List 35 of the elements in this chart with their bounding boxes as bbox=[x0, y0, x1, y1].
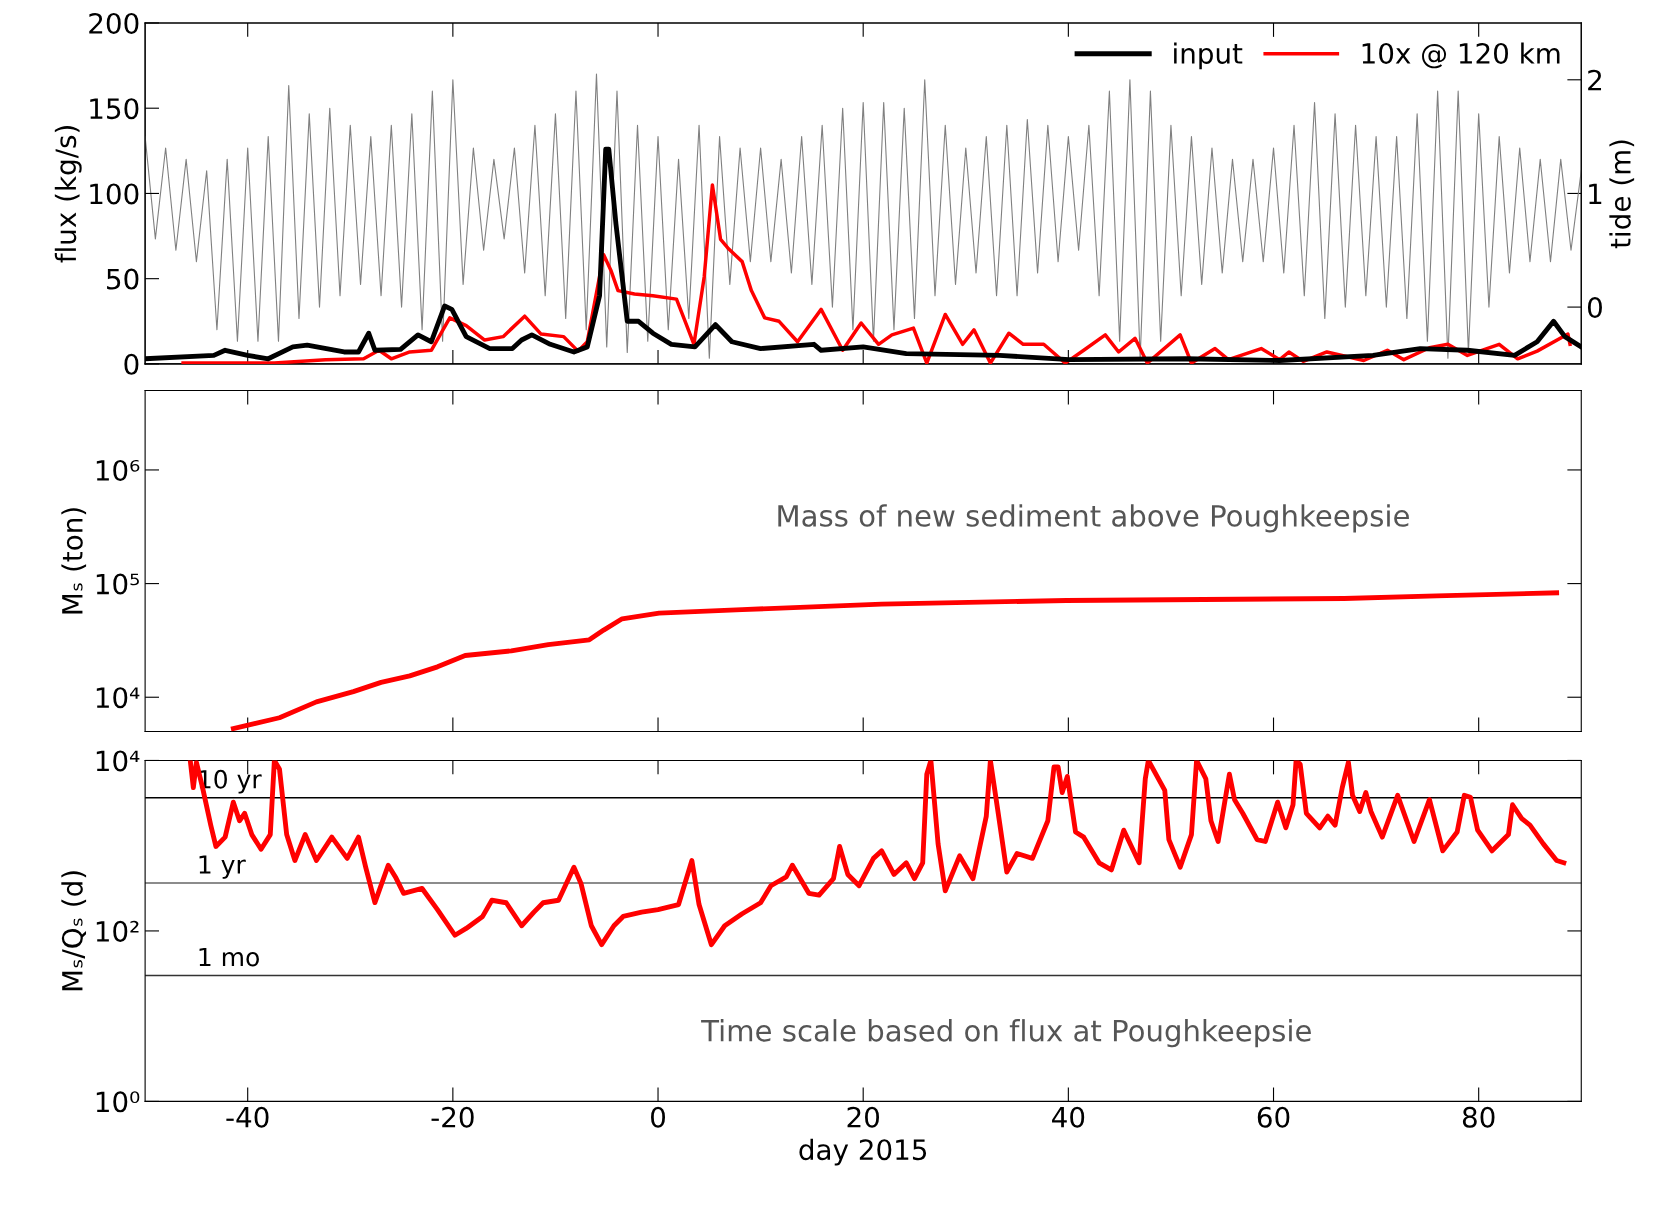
x-tick-label: 40 bbox=[1052, 1106, 1085, 1128]
y-tick-label: 50 bbox=[107, 268, 139, 290]
annotation: Mass of new sediment above Poughkeepsie bbox=[778, 504, 1409, 533]
y-tick-label: 10⁵ bbox=[96, 573, 139, 595]
y-tick-label: 10⁶ bbox=[96, 459, 140, 481]
line-series bbox=[145, 73, 1582, 359]
y-axis-title: Mₛ (ton) bbox=[61, 508, 87, 614]
y-tick-label: 200 bbox=[89, 12, 139, 34]
y-tick-label: 0 bbox=[124, 353, 139, 375]
ref-line-label: 1 mo bbox=[199, 947, 259, 967]
y-tick-label: 10⁴ bbox=[96, 687, 140, 709]
ref-line-label: 1 yr bbox=[199, 855, 246, 879]
y2-tick-label: 1 bbox=[1589, 183, 1602, 204]
y-axis-title: flux (kg/s) bbox=[54, 126, 82, 263]
y-tick-label: 10² bbox=[96, 920, 139, 942]
y-tick-label: 10⁴ bbox=[96, 750, 140, 772]
y2-axis-title: tide (m) bbox=[1609, 140, 1635, 249]
x-tick-label: 0 bbox=[651, 1106, 666, 1128]
legend-label: 10x @ 120 km bbox=[1362, 42, 1560, 69]
x-axis-title: day 2015 bbox=[799, 1138, 927, 1166]
y-tick-label: 10⁰ bbox=[96, 1091, 140, 1113]
x-tick-label: 20 bbox=[847, 1106, 880, 1128]
annotation: Time scale based on flux at Poughkeepsie bbox=[701, 1019, 1311, 1048]
y-tick-label: 100 bbox=[90, 183, 139, 205]
y-axis-title: Mₛ/Qₛ (d) bbox=[61, 871, 87, 991]
legend-label: input bbox=[1174, 42, 1243, 70]
x-tick-label: 80 bbox=[1462, 1106, 1495, 1128]
x-tick-label: -20 bbox=[431, 1106, 474, 1128]
x-tick-label: -40 bbox=[226, 1106, 269, 1128]
y2-tick-label: 2 bbox=[1588, 69, 1602, 91]
x-tick-label: 60 bbox=[1257, 1106, 1290, 1128]
y2-tick-label: 0 bbox=[1587, 297, 1602, 319]
line-series bbox=[230, 590, 1560, 731]
y-tick-label: 150 bbox=[90, 98, 139, 120]
line-series bbox=[187, 760, 1567, 948]
